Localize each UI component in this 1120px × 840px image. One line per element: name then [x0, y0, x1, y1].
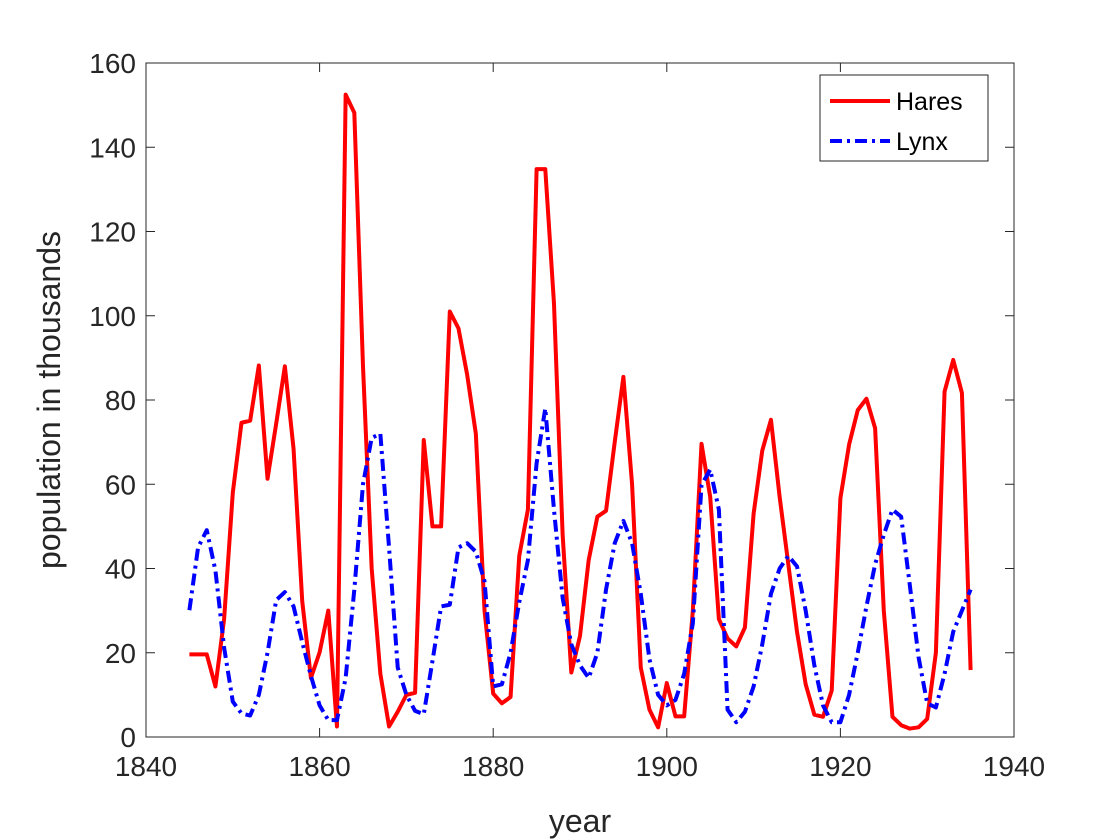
x-axis: 1840 1860 1880 1900 1920 1940: [115, 63, 1045, 782]
y-tick-label-140: 140: [89, 132, 136, 163]
y-tick-label-80: 80: [105, 385, 136, 416]
y-axis-label: population in thousands: [31, 231, 67, 569]
y-tick-label-160: 160: [89, 48, 136, 79]
y-tick-label-100: 100: [89, 301, 136, 332]
x-tick-label-1880: 1880: [462, 751, 524, 782]
series-line-lynx: [187, 406, 973, 725]
y-tick-label-120: 120: [89, 217, 136, 248]
x-tick-label-1920: 1920: [809, 751, 871, 782]
legend-box: [819, 74, 989, 162]
x-tick-label-1840: 1840: [115, 751, 177, 782]
legend: Hares Lynx: [819, 74, 989, 162]
x-tick-label-1900: 1900: [636, 751, 698, 782]
legend-label-lynx: Lynx: [896, 128, 948, 156]
x-tick-label-1940: 1940: [983, 751, 1045, 782]
x-tick-label-1860: 1860: [288, 751, 350, 782]
x-axis-label: year: [549, 803, 612, 839]
legend-label-hares: Hares: [896, 88, 963, 116]
y-tick-label-20: 20: [105, 638, 136, 669]
y-axis: 0 20 40 60 80 100 120 140 160: [89, 48, 1014, 753]
y-tick-label-40: 40: [105, 554, 136, 585]
series-line-hares: [189, 92, 973, 731]
y-tick-label-60: 60: [105, 469, 136, 500]
y-tick-label-0: 0: [120, 722, 136, 753]
series-layer: [187, 92, 973, 731]
